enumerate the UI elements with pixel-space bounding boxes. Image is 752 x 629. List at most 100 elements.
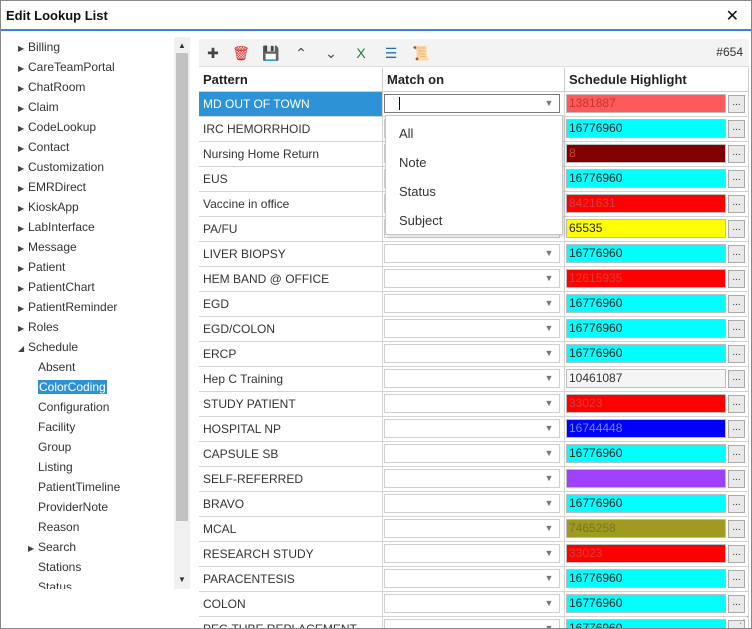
color-picker-button[interactable]: ... (728, 295, 745, 313)
tree-item[interactable]: ProviderNote (38, 497, 108, 517)
pattern-cell[interactable]: LIVER BIOPSY (199, 242, 383, 267)
scroll-thumb[interactable] (176, 53, 188, 521)
match-on-cell[interactable]: ▼ (383, 592, 565, 617)
pattern-cell[interactable]: ERCP (199, 342, 383, 367)
color-picker-button[interactable]: ... (728, 220, 745, 238)
tree-item[interactable]: ▶ CareTeamPortal (18, 57, 115, 77)
tree-expand-icon[interactable]: ▶ (18, 224, 25, 233)
dropdown-option[interactable]: All (399, 126, 414, 141)
tree-item[interactable]: Stations (38, 557, 81, 577)
pattern-cell[interactable]: HOSPITAL NP (199, 417, 383, 442)
pattern-cell[interactable]: PA/FU (199, 217, 383, 242)
tree-expand-icon[interactable]: ▶ (18, 324, 25, 333)
tree-item[interactable]: ▶ LabInterface (18, 217, 95, 237)
pattern-cell[interactable]: STUDY PATIENT (199, 392, 383, 417)
match-on-combo[interactable]: ▼ (384, 419, 560, 438)
tree-item[interactable]: Absent (38, 357, 75, 377)
color-picker-button[interactable]: ... (728, 395, 745, 413)
pattern-cell[interactable]: HEM BAND @ OFFICE (199, 267, 383, 292)
match-on-cell[interactable]: ▼ (383, 442, 565, 467)
match-on-combo[interactable]: ▼ (384, 294, 560, 313)
match-on-cell[interactable]: ▼ (383, 292, 565, 317)
highlight-cell[interactable]: 8421631... (565, 192, 749, 217)
match-on-combo[interactable]: ▼ (384, 569, 560, 588)
save-button[interactable]: 💾 (261, 43, 281, 63)
highlight-cell[interactable]: 16776960... (565, 117, 749, 142)
pattern-cell[interactable]: RESEARCH STUDY (199, 542, 383, 567)
tree-item[interactable]: PatientTimeline (38, 477, 120, 497)
resize-grip-icon[interactable]: ⋰ (739, 615, 749, 626)
chevron-down-icon[interactable]: ▼ (544, 298, 554, 308)
match-on-combo[interactable]: ▼ (384, 444, 560, 463)
export-excel-button[interactable]: X (351, 43, 371, 63)
highlight-cell[interactable]: 16776960... (565, 317, 749, 342)
tree-item[interactable]: Facility (38, 417, 75, 437)
match-on-combo[interactable]: ▼ (384, 394, 560, 413)
color-picker-button[interactable]: ... (728, 195, 745, 213)
match-on-combo[interactable]: ▼ (384, 619, 560, 628)
highlight-cell[interactable]: ... (565, 467, 749, 492)
delete-button[interactable]: 🗑 (231, 43, 251, 63)
highlight-cell[interactable]: 16776960... (565, 167, 749, 192)
pattern-cell[interactable]: PEG TUBE REPLACEMENT (199, 617, 383, 628)
highlight-cell[interactable]: 8... (565, 142, 749, 167)
export-list-button[interactable]: ☰ (381, 43, 401, 63)
color-picker-button[interactable]: ... (728, 620, 745, 628)
highlight-cell[interactable]: 33023... (565, 542, 749, 567)
tree-scrollbar[interactable]: ▲ ▼ (174, 37, 190, 589)
chevron-down-icon[interactable]: ▼ (544, 323, 554, 333)
match-on-cell[interactable]: ▼ (383, 367, 565, 392)
color-picker-button[interactable]: ... (728, 420, 745, 438)
script-button[interactable]: 📜 (411, 43, 431, 63)
match-on-cell[interactable]: ▼ (383, 392, 565, 417)
tree-item[interactable]: ▶ Billing (18, 37, 60, 57)
chevron-down-icon[interactable]: ▼ (544, 398, 554, 408)
highlight-cell[interactable]: 16776960... (565, 617, 749, 628)
column-header[interactable]: Schedule Highlight (565, 68, 749, 92)
pattern-cell[interactable]: CAPSULE SB (199, 442, 383, 467)
move-up-button[interactable]: ⌃ (291, 43, 311, 63)
pattern-cell[interactable]: Vaccine in office (199, 192, 383, 217)
tree-item[interactable]: Listing (38, 457, 73, 477)
color-picker-button[interactable]: ... (728, 320, 745, 338)
color-picker-button[interactable]: ... (728, 520, 745, 538)
pattern-cell[interactable]: PARACENTESIS (199, 567, 383, 592)
tree-expand-icon[interactable]: ▶ (18, 84, 25, 93)
match-on-cell[interactable]: ▼ (383, 267, 565, 292)
pattern-cell[interactable]: IRC HEMORRHOID (199, 117, 383, 142)
highlight-cell[interactable]: 16776960... (565, 492, 749, 517)
match-on-cell[interactable]: ▼ (383, 467, 565, 492)
color-picker-button[interactable]: ... (728, 170, 745, 188)
match-on-combo[interactable]: ▼ (384, 594, 560, 613)
tree-expand-icon[interactable]: ◢ (18, 344, 25, 353)
match-on-combo[interactable]: ▼ (384, 519, 560, 538)
match-on-cell[interactable]: ▼ (383, 417, 565, 442)
chevron-down-icon[interactable]: ▼ (544, 548, 554, 558)
pattern-cell[interactable]: EUS (199, 167, 383, 192)
highlight-cell[interactable]: 16776960... (565, 592, 749, 617)
highlight-cell[interactable]: 7465258... (565, 517, 749, 542)
match-on-cell[interactable]: ▼ (383, 317, 565, 342)
tree-item[interactable]: ▶ Roles (18, 317, 59, 337)
color-picker-button[interactable]: ... (728, 445, 745, 463)
tree-item[interactable]: ▶ Claim (18, 97, 59, 117)
tree-expand-icon[interactable]: ▶ (18, 44, 25, 53)
tree-item[interactable]: ▶ EMRDirect (18, 177, 86, 197)
match-on-cell[interactable]: ▼ (383, 542, 565, 567)
match-on-cell[interactable]: ▼ (383, 517, 565, 542)
highlight-cell[interactable]: 33023... (565, 392, 749, 417)
match-on-cell[interactable]: ▼ (383, 242, 565, 267)
match-on-combo[interactable]: ▼ (384, 544, 560, 563)
color-picker-button[interactable]: ... (728, 495, 745, 513)
pattern-cell[interactable]: Nursing Home Return (199, 142, 383, 167)
match-on-combo[interactable]: ▼ (384, 369, 560, 388)
color-picker-button[interactable]: ... (728, 470, 745, 488)
match-on-combo[interactable]: ▼ (384, 269, 560, 288)
tree-item[interactable]: Group (38, 437, 71, 457)
highlight-cell[interactable]: 1381887... (565, 92, 749, 117)
add-button[interactable]: ✚ (203, 43, 223, 63)
highlight-cell[interactable]: 16776960... (565, 342, 749, 367)
color-picker-button[interactable]: ... (728, 95, 745, 113)
dropdown-option[interactable]: Note (399, 155, 427, 170)
tree-item[interactable]: ColorCoding (38, 377, 107, 397)
